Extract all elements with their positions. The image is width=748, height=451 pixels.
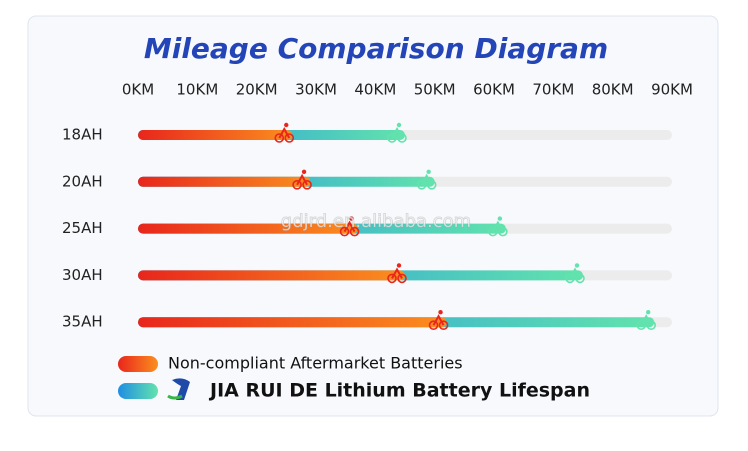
x-tick-label: 70KM	[532, 81, 574, 99]
bar	[138, 223, 358, 234]
rider-icon	[387, 263, 407, 284]
x-tick-label: 40KM	[354, 81, 396, 99]
rider-icon	[339, 216, 360, 237]
x-tick-label: 80KM	[592, 81, 634, 99]
y-tick-label: 25AH	[62, 219, 103, 237]
x-tick-label: 60KM	[473, 81, 515, 99]
y-tick-label: 35AH	[62, 313, 103, 331]
rider-icon	[387, 122, 407, 143]
x-tick-label: 30KM	[295, 81, 337, 99]
y-tick-label: 20AH	[62, 172, 103, 190]
bar	[138, 130, 293, 140]
x-tick-label: 20KM	[236, 81, 278, 99]
rider-icon	[416, 169, 437, 190]
rider-icon	[488, 216, 508, 237]
legend-swatch	[118, 356, 158, 372]
y-tick-label: 30AH	[62, 266, 103, 284]
x-tick-label: 10KM	[176, 81, 218, 99]
x-tick-label: 0KM	[122, 81, 154, 99]
x-tick-label: 90KM	[651, 81, 693, 99]
rider-icon	[292, 169, 312, 190]
legend-label: Non-compliant Aftermarket Batteries	[168, 354, 463, 373]
bar	[138, 317, 447, 328]
watermark: gdjrd.en.alibaba.com	[281, 211, 471, 232]
rider-icon	[565, 263, 585, 284]
legend-label: JIA RUI DE Lithium Battery Lifespan	[208, 380, 590, 402]
card	[27, 15, 719, 417]
y-tick-label: 18AH	[62, 126, 103, 144]
rider-icon	[428, 310, 449, 331]
rider-icon	[636, 310, 657, 331]
chart-title: Mileage Comparison Diagram	[144, 32, 608, 65]
x-tick-label: 50KM	[414, 81, 456, 99]
brand-logo	[167, 378, 190, 400]
rider-icon	[274, 122, 295, 143]
legend-swatch	[118, 383, 158, 399]
bar	[138, 176, 311, 187]
bar	[138, 270, 405, 281]
